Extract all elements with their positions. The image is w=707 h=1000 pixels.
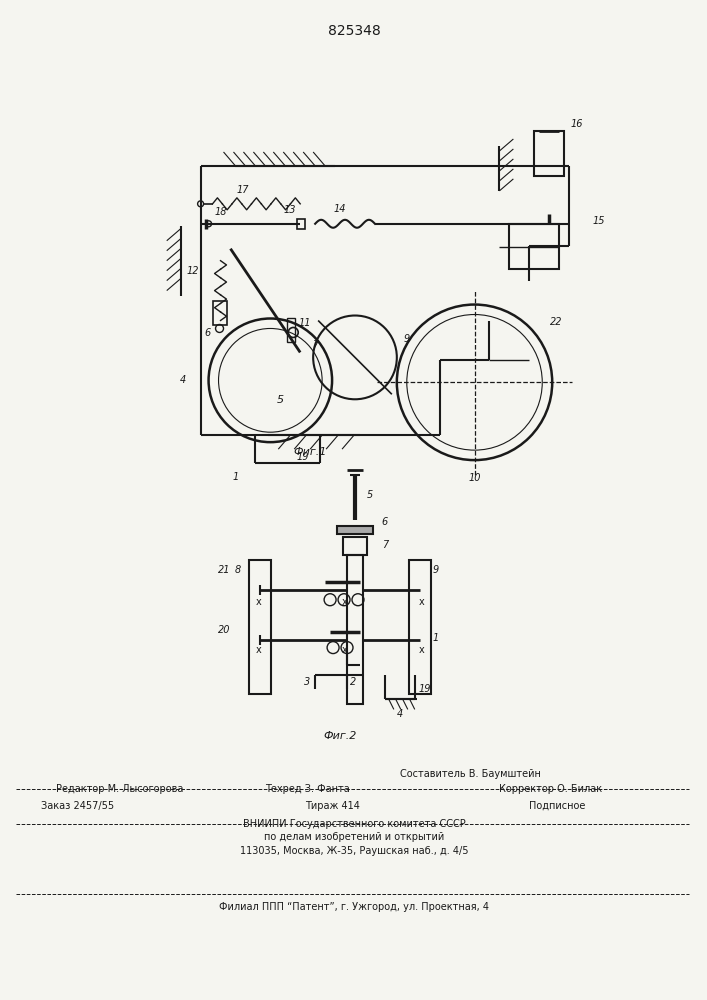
Text: 3: 3: [304, 677, 310, 687]
Text: 4: 4: [397, 709, 403, 719]
Text: 1: 1: [233, 472, 238, 482]
Bar: [534, 131, 564, 176]
Text: 16: 16: [571, 119, 583, 129]
Bar: [337, 526, 373, 534]
Text: x: x: [255, 645, 262, 655]
Text: 19: 19: [297, 452, 310, 462]
Text: x: x: [342, 645, 348, 655]
Text: 6: 6: [382, 517, 388, 527]
Bar: [287, 318, 296, 342]
Text: 2: 2: [350, 677, 356, 687]
Text: 825348: 825348: [327, 24, 380, 38]
Text: 18: 18: [214, 207, 227, 217]
Text: ВНИИПИ Государственного комитета СССР: ВНИИПИ Государственного комитета СССР: [243, 819, 465, 829]
Bar: [409, 560, 431, 694]
Text: 10: 10: [468, 473, 481, 483]
Bar: [509, 224, 559, 269]
Text: 113035, Москва, Ж-35, Раушская наб., д. 4/5: 113035, Москва, Ж-35, Раушская наб., д. …: [240, 846, 468, 856]
Text: 9: 9: [404, 334, 410, 344]
Text: Филиал ППП “Патент”, г. Ужгород, ул. Проектная, 4: Филиал ППП “Патент”, г. Ужгород, ул. Про…: [219, 902, 489, 912]
Text: Техред З. Фанта: Техред З. Фанта: [265, 784, 350, 794]
Text: 11: 11: [299, 318, 312, 328]
Text: Корректор О. Билак: Корректор О. Билак: [499, 784, 602, 794]
Text: по делам изобретений и открытий: по делам изобретений и открытий: [264, 832, 444, 842]
Text: Составитель В. Баумштейн: Составитель В. Баумштейн: [400, 769, 541, 779]
Bar: [297, 219, 305, 229]
Text: 22: 22: [550, 317, 563, 327]
Text: 13: 13: [284, 205, 296, 215]
Text: Фиг.1: Фиг.1: [293, 447, 327, 457]
Text: x: x: [342, 597, 348, 607]
Text: Подписное: Подписное: [530, 801, 585, 811]
Text: 1: 1: [433, 633, 439, 643]
Text: 7: 7: [382, 540, 388, 550]
Text: 6: 6: [204, 328, 211, 338]
Text: Фиг.2: Фиг.2: [323, 731, 357, 741]
Text: 8: 8: [234, 565, 240, 575]
Text: Заказ 2457/55: Заказ 2457/55: [41, 801, 115, 811]
Text: x: x: [419, 597, 425, 607]
Text: 7: 7: [312, 340, 318, 350]
Text: 15: 15: [592, 216, 605, 226]
Text: 9: 9: [433, 565, 439, 575]
Text: 5: 5: [367, 490, 373, 500]
Text: x: x: [419, 645, 425, 655]
Text: 5: 5: [276, 395, 284, 405]
Text: Тираж 414: Тираж 414: [305, 801, 360, 811]
Text: x: x: [255, 597, 262, 607]
Bar: [213, 301, 226, 325]
Bar: [250, 560, 271, 694]
Text: 4: 4: [180, 375, 186, 385]
Bar: [347, 555, 363, 704]
Text: 12: 12: [187, 266, 199, 276]
Bar: [343, 537, 367, 555]
Text: 19: 19: [419, 684, 431, 694]
Text: 14: 14: [334, 204, 346, 214]
Text: 17: 17: [236, 185, 249, 195]
Text: Редактор М. Лысогорова: Редактор М. Лысогорова: [56, 784, 184, 794]
Text: 21: 21: [218, 565, 230, 575]
Text: 20: 20: [218, 625, 230, 635]
